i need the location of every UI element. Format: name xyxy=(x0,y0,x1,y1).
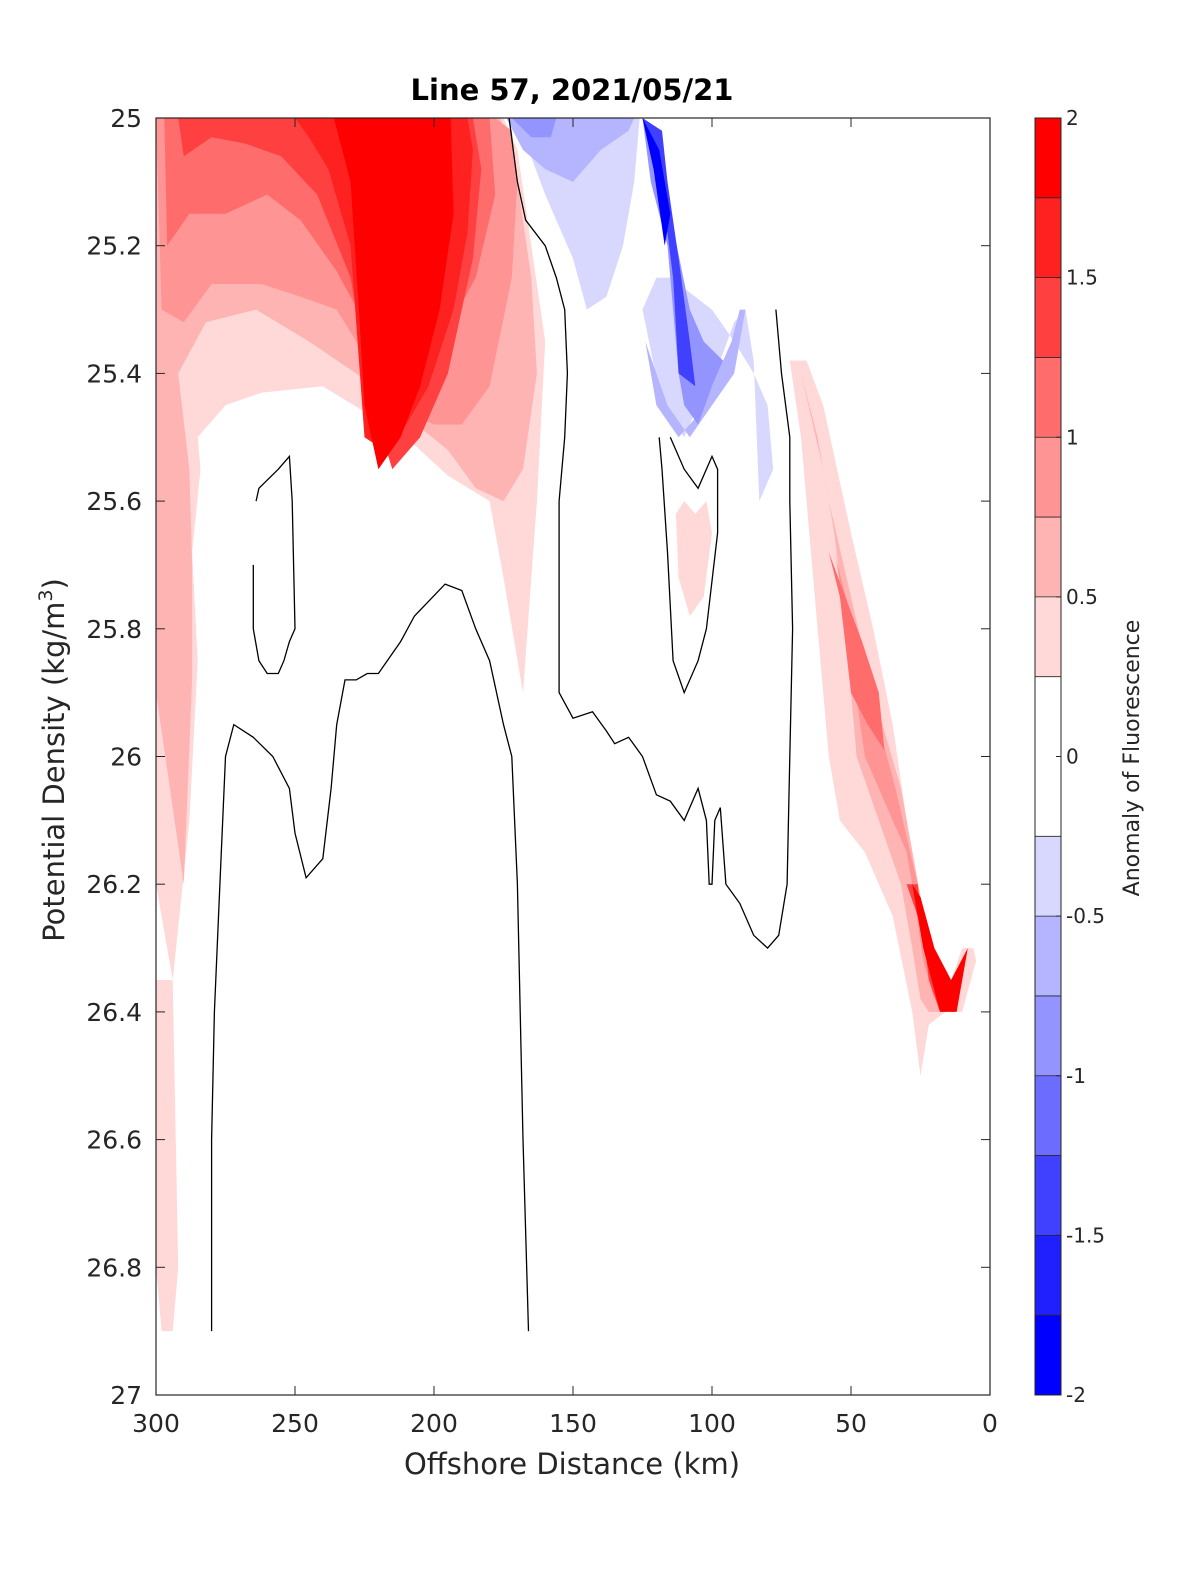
contour-region xyxy=(333,118,454,470)
y-tick-label: 25.6 xyxy=(86,487,142,516)
y-tick-label: 25 xyxy=(110,104,142,133)
filled-contours xyxy=(156,118,977,1332)
contour-region xyxy=(156,980,179,1332)
colorbar-swatch xyxy=(1035,596,1061,677)
contour-region xyxy=(350,743,490,1332)
colorbar: 2 1.5 1 0.5 0 -0.5 -1 -1.5 -2 xyxy=(1034,106,1105,1407)
colorbar-swatch xyxy=(1035,118,1061,198)
zero-contour-line xyxy=(210,583,530,1332)
colorbar-tick-label: -1.5 xyxy=(1066,1223,1105,1247)
x-tick-label: 50 xyxy=(835,1409,867,1438)
zero-contour-lines xyxy=(210,118,794,1332)
colorbar-tick-label: 2 xyxy=(1066,106,1079,130)
y-tick-label: 26.4 xyxy=(86,998,142,1027)
x-tick-label: 100 xyxy=(688,1409,736,1438)
zero-contour-line xyxy=(658,437,719,695)
colorbar-tick-label: 0 xyxy=(1066,745,1079,769)
x-tick-label: 150 xyxy=(549,1409,597,1438)
y-tick-label: 27 xyxy=(110,1381,142,1410)
contour-region xyxy=(500,118,790,693)
colorbar-swatch xyxy=(1035,357,1061,438)
x-tick-label: 300 xyxy=(132,1409,180,1438)
colorbar-swatch xyxy=(1035,1235,1061,1316)
x-tick-label: 0 xyxy=(982,1409,998,1438)
colorbar-swatch xyxy=(1035,277,1061,358)
y-axis-label: Potential Density (kg/m3) xyxy=(35,578,71,942)
contour-region xyxy=(828,552,885,751)
x-tick-label: 250 xyxy=(271,1409,319,1438)
colorbar-swatch xyxy=(1035,437,1061,518)
x-axis-ticks: 300 250 200 150 100 50 0 xyxy=(132,118,998,1438)
x-tick-label: 200 xyxy=(410,1409,458,1438)
colorbar-tick-label: 0.5 xyxy=(1066,585,1098,609)
colorbar-tick-label: 1.5 xyxy=(1066,266,1098,290)
x-axis-label: Offshore Distance (km) xyxy=(404,1447,740,1481)
colorbar-swatch xyxy=(1035,197,1061,278)
contour-region xyxy=(675,501,712,616)
contour-region xyxy=(645,309,746,438)
colorbar-swatch xyxy=(1035,916,1061,996)
y-tick-label: 26.8 xyxy=(86,1253,142,1282)
y-tick-label: 25.4 xyxy=(86,359,142,388)
y-tick-label: 25.2 xyxy=(86,232,142,261)
colorbar-tick-label: -1 xyxy=(1066,1064,1086,1088)
colorbar-swatch xyxy=(1035,517,1061,597)
chart-title: Line 57, 2021/05/21 xyxy=(411,73,734,107)
colorbar-tick-label: 1 xyxy=(1066,425,1079,449)
y-tick-label: 26.2 xyxy=(86,870,142,899)
y-tick-label: 26.6 xyxy=(86,1126,142,1155)
colorbar-tick-label: -0.5 xyxy=(1066,904,1105,928)
colorbar-swatch xyxy=(1035,1315,1061,1395)
colorbar-swatch xyxy=(1035,995,1061,1076)
colorbar-swatch xyxy=(1035,836,1061,917)
zero-contour-line xyxy=(252,454,296,675)
contour-region xyxy=(642,118,696,387)
colorbar-tick-label: -2 xyxy=(1066,1383,1086,1407)
contour-region xyxy=(642,118,671,246)
colorbar-label: Anomaly of Fluorescence xyxy=(1120,620,1145,897)
y-tick-label: 25.8 xyxy=(86,615,142,644)
colorbar-swatch xyxy=(1035,1155,1061,1236)
y-tick-label: 26 xyxy=(110,743,142,772)
colorbar-swatch xyxy=(1035,1075,1061,1156)
zero-contour-line xyxy=(508,118,794,950)
y-axis-ticks: 25 25.2 25.4 25.6 25.8 26 26.2 26.4 26.6 26.8 27 xyxy=(86,104,990,1410)
contour-region xyxy=(506,118,640,310)
contour-region xyxy=(912,884,968,1012)
contour-region xyxy=(511,118,557,138)
